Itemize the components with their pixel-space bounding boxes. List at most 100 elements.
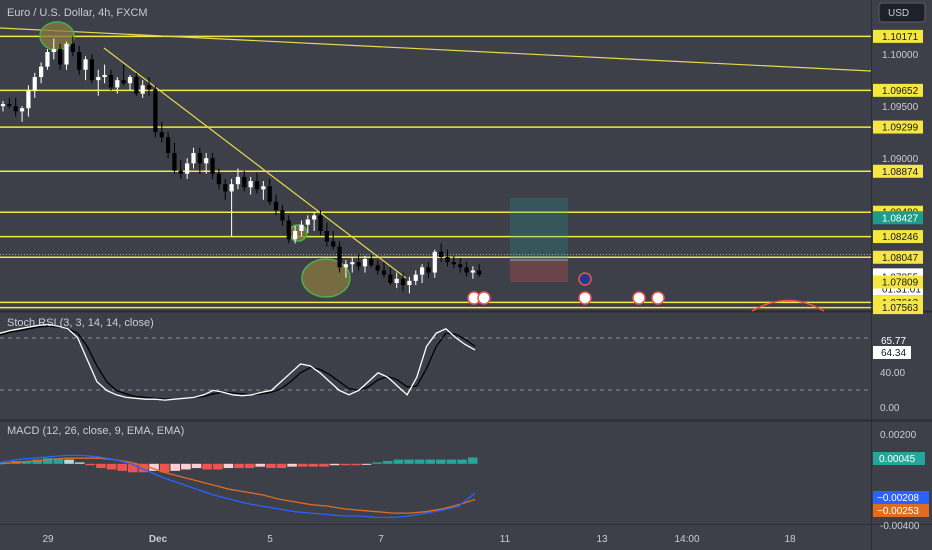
position-loss-zone[interactable] (510, 260, 568, 282)
macd-hist-bar (255, 463, 266, 467)
us-flag-icon[interactable] (632, 291, 646, 305)
candle-body (204, 158, 209, 164)
macd-hist-bar (159, 463, 170, 473)
stoch-rsi-pane[interactable]: Stoch RSI (3, 3, 14, 14, close) 40.00 0.… (0, 317, 911, 414)
macd-hist-bar (425, 459, 436, 464)
price-bubble-label: 1.09299 (882, 123, 919, 134)
stoch-d-bubble (873, 346, 911, 359)
macd-hist-bar (308, 463, 319, 467)
candle-body (77, 52, 82, 70)
highlight-circle-mid[interactable] (288, 224, 308, 242)
macd-title[interactable]: MACD (12, 26, close, 9, EMA, EMA) (7, 425, 184, 437)
candle-body (127, 77, 133, 84)
macd-signal-line (0, 457, 476, 514)
candle-body (381, 270, 387, 275)
time-axis[interactable]: 29 Dec 5 7 11 13 14:00 18 (42, 534, 796, 545)
candle-body (464, 267, 469, 273)
macd-hist-bar (32, 459, 42, 464)
macd-hist-bar (382, 461, 393, 464)
candle-body (26, 90, 31, 109)
candle-body (235, 176, 241, 185)
macd-hist-bar (457, 459, 467, 464)
candle-body (470, 270, 475, 273)
candle-body (318, 215, 323, 231)
macd-hist-bar (42, 458, 53, 464)
candle-body (229, 184, 234, 192)
price-tick-label: 1.09000 (882, 154, 919, 165)
event-markers[interactable] (467, 272, 665, 305)
candle-body (153, 89, 158, 133)
stoch-title[interactable]: Stoch RSI (3, 3, 14, 14, close) (7, 317, 154, 329)
us-flag-icon[interactable] (477, 291, 491, 305)
candle-body (7, 104, 12, 107)
macd-hist-bar (287, 463, 297, 467)
price-bubble-label: 1.08246 (882, 232, 919, 243)
candle-body (356, 262, 361, 267)
price-bubble-label: 1.09652 (882, 86, 919, 97)
candle-body (242, 176, 247, 188)
macd-hist-bubble (873, 452, 925, 465)
candle-body (254, 181, 260, 190)
us-flag-icon[interactable] (578, 291, 592, 305)
candle-body (331, 241, 336, 247)
eu-flag-icon[interactable] (578, 272, 592, 286)
highlight-circle-top[interactable] (39, 21, 75, 51)
trendline-long[interactable] (0, 27, 872, 72)
candle-body (210, 158, 215, 174)
candle-body (70, 43, 75, 53)
price-pane[interactable]: Euro / U.S. Dollar, 4h, FXCM (0, 7, 872, 312)
candle-body (140, 85, 145, 94)
candle-body (273, 201, 279, 211)
candle-body (312, 215, 317, 220)
candle-body (369, 259, 374, 266)
candle-body (413, 274, 418, 281)
us-flag-icon[interactable] (651, 291, 665, 305)
arc-drawing[interactable] (751, 299, 825, 312)
candle-body (477, 270, 482, 275)
candle-body (115, 80, 120, 88)
highlight-circle-low[interactable] (301, 258, 351, 298)
macd-hist-value: 0.00045 (879, 454, 916, 465)
candle-body (13, 106, 18, 112)
candle-body (58, 48, 63, 65)
macd-hist-bar (181, 463, 191, 470)
time-tick-label: 14:00 (674, 534, 699, 545)
macd-tick-top: 0.00200 (880, 430, 917, 441)
price-bubble-label: 1.08427 (882, 213, 919, 224)
macd-hist-bar (340, 463, 351, 466)
macd-hist-bar (53, 458, 64, 464)
trendline-down[interactable] (103, 47, 407, 279)
macd-hist-bar (212, 463, 223, 470)
candle-body (267, 186, 272, 202)
time-tick-label: 18 (784, 534, 796, 545)
price-tick-label: 1.09500 (882, 102, 919, 113)
price-axis-labels: 1.101711.096521.092991.088741.084801.084… (873, 29, 923, 315)
macd-hist-bar (319, 463, 329, 467)
macd-hist-bar (96, 463, 106, 469)
macd-hist-bar (223, 463, 234, 469)
currency-button[interactable]: USD (878, 2, 926, 23)
macd-hist-bar (414, 459, 425, 464)
candle-body (102, 74, 107, 78)
price-axis[interactable]: 1.10000 1.09500 1.09000 (882, 50, 919, 165)
macd-hist-bar (351, 463, 361, 466)
price-tick-label: 1.10000 (882, 50, 919, 61)
price-bubble (873, 250, 923, 264)
macd-hist-bar (467, 457, 478, 464)
stoch-d-value: 64.34 (881, 348, 906, 359)
candle-body (146, 85, 152, 90)
price-bubble (873, 83, 923, 97)
candle-body (299, 224, 304, 231)
macd-pane[interactable]: MACD (12, 26, close, 9, EMA, EMA) 0.0020… (0, 425, 929, 532)
symbol-title[interactable]: Euro / U.S. Dollar, 4h, FXCM (7, 7, 148, 19)
position-profit-zone[interactable] (510, 198, 568, 260)
macd-hist-bar (74, 462, 85, 464)
stoch-tick-40: 40.00 (880, 368, 905, 379)
macd-hist-bar (191, 463, 202, 469)
macd-hist-bar (138, 463, 149, 473)
candle-body (197, 152, 202, 164)
candle-body (426, 267, 431, 273)
candle-body (375, 265, 380, 271)
price-bubble-label: 1.08874 (882, 167, 919, 178)
